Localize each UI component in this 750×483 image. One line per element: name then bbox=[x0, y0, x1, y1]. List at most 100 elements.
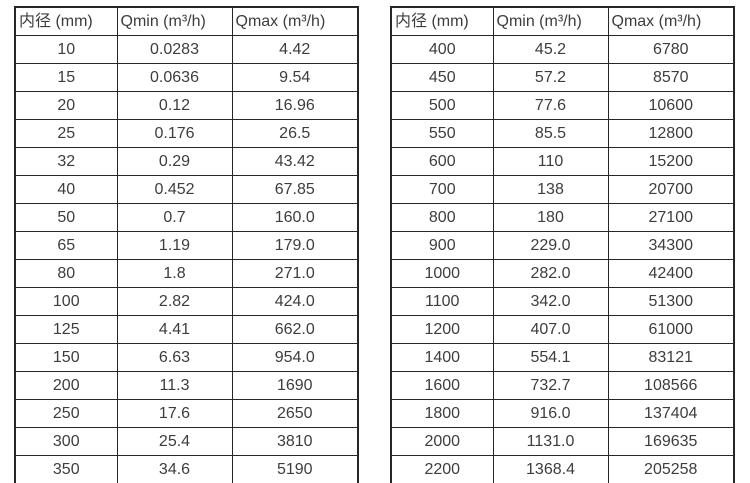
table-cell: 0.452 bbox=[116, 175, 233, 204]
table-cell: 34300 bbox=[607, 231, 735, 260]
table-row: 900 229.0 34300 bbox=[390, 231, 735, 260]
table-cell: 11.3 bbox=[116, 371, 233, 400]
table-cell: 300 bbox=[14, 427, 118, 456]
table-cell: 1800 bbox=[390, 399, 494, 428]
table-cell: 25.4 bbox=[116, 427, 233, 456]
table-cell: 916.0 bbox=[492, 399, 609, 428]
flow-rate-table-large-diameters: 内径 (mm) Qmin (m³/h) Qmax (m³/h) 400 45.2 678… bbox=[390, 6, 735, 483]
table-cell: 80 bbox=[14, 259, 118, 288]
table-cell: 12800 bbox=[607, 119, 735, 148]
table-cell: 43.42 bbox=[231, 147, 359, 176]
column-header: Qmax (m³/h) bbox=[231, 6, 359, 36]
table-cell: 1690 bbox=[231, 371, 359, 400]
table-header-row: 内径 (mm) Qmin (m³/h) Qmax (m³/h) bbox=[390, 6, 735, 36]
table-cell: 9.54 bbox=[231, 63, 359, 92]
table-cell: 50 bbox=[14, 203, 118, 232]
table-cell: 424.0 bbox=[231, 287, 359, 316]
table-cell: 0.12 bbox=[116, 91, 233, 120]
table-cell: 282.0 bbox=[492, 259, 609, 288]
table-cell: 42400 bbox=[607, 259, 735, 288]
table-row: 10 0.0283 4.42 bbox=[14, 35, 359, 64]
table-cell: 2200 bbox=[390, 455, 494, 483]
table-cell: 1.19 bbox=[116, 231, 233, 260]
table-cell: 34.6 bbox=[116, 455, 233, 483]
table-cell: 4.42 bbox=[231, 35, 359, 64]
table-cell: 800 bbox=[390, 203, 494, 232]
table-cell: 5190 bbox=[231, 455, 359, 483]
table-cell: 10600 bbox=[607, 91, 735, 120]
table-cell: 61000 bbox=[607, 315, 735, 344]
table-row: 32 0.29 43.42 bbox=[14, 147, 359, 176]
table-cell: 15200 bbox=[607, 147, 735, 176]
column-header: Qmax (m³/h) bbox=[607, 6, 735, 36]
table-cell: 8570 bbox=[607, 63, 735, 92]
table-cell: 3810 bbox=[231, 427, 359, 456]
table-row: 200 11.3 1690 bbox=[14, 371, 359, 400]
table-cell: 160.0 bbox=[231, 203, 359, 232]
table-cell: 85.5 bbox=[492, 119, 609, 148]
table-cell: 200 bbox=[14, 371, 118, 400]
table-row: 15 0.0636 9.54 bbox=[14, 63, 359, 92]
table-cell: 0.176 bbox=[116, 119, 233, 148]
table-cell: 600 bbox=[390, 147, 494, 176]
table-cell: 954.0 bbox=[231, 343, 359, 372]
table-row: 550 85.5 12800 bbox=[390, 119, 735, 148]
table-cell: 15 bbox=[14, 63, 118, 92]
column-header: Qmin (m³/h) bbox=[116, 6, 233, 36]
table-cell: 662.0 bbox=[231, 315, 359, 344]
table-cell: 17.6 bbox=[116, 399, 233, 428]
table-cell: 57.2 bbox=[492, 63, 609, 92]
table-cell: 1000 bbox=[390, 259, 494, 288]
table-cell: 2.82 bbox=[116, 287, 233, 316]
table-cell: 137404 bbox=[607, 399, 735, 428]
table-cell: 342.0 bbox=[492, 287, 609, 316]
table-row: 1400 554.1 83121 bbox=[390, 343, 735, 372]
table-row: 350 34.6 5190 bbox=[14, 455, 359, 483]
table-cell: 65 bbox=[14, 231, 118, 260]
table-cell: 67.85 bbox=[231, 175, 359, 204]
table-row: 250 17.6 2650 bbox=[14, 399, 359, 428]
table-row: 500 77.6 10600 bbox=[390, 91, 735, 120]
table-row: 2200 1368.4 205258 bbox=[390, 455, 735, 483]
table-row: 100 2.82 424.0 bbox=[14, 287, 359, 316]
table-cell: 0.0636 bbox=[116, 63, 233, 92]
table-row: 700 138 20700 bbox=[390, 175, 735, 204]
table-cell: 2000 bbox=[390, 427, 494, 456]
table-cell: 32 bbox=[14, 147, 118, 176]
table-row: 125 4.41 662.0 bbox=[14, 315, 359, 344]
table-row: 300 25.4 3810 bbox=[14, 427, 359, 456]
table-cell: 20700 bbox=[607, 175, 735, 204]
table-row: 1200 407.0 61000 bbox=[390, 315, 735, 344]
table-cell: 150 bbox=[14, 343, 118, 372]
table-cell: 700 bbox=[390, 175, 494, 204]
table-row: 800 180 27100 bbox=[390, 203, 735, 232]
table-cell: 100 bbox=[14, 287, 118, 316]
table-cell: 350 bbox=[14, 455, 118, 483]
column-header: 内径 (mm) bbox=[14, 6, 118, 36]
table-cell: 27100 bbox=[607, 203, 735, 232]
table-row: 65 1.19 179.0 bbox=[14, 231, 359, 260]
table-cell: 108566 bbox=[607, 371, 735, 400]
column-header: 内径 (mm) bbox=[390, 6, 494, 36]
table-cell: 1600 bbox=[390, 371, 494, 400]
table-cell: 407.0 bbox=[492, 315, 609, 344]
table-cell: 125 bbox=[14, 315, 118, 344]
table-cell: 2650 bbox=[231, 399, 359, 428]
table-row: 25 0.176 26.5 bbox=[14, 119, 359, 148]
table-row: 1100 342.0 51300 bbox=[390, 287, 735, 316]
flow-rate-table-small-diameters: 内径 (mm) Qmin (m³/h) Qmax (m³/h) 10 0.0283 4.… bbox=[14, 6, 359, 483]
table-cell: 1131.0 bbox=[492, 427, 609, 456]
table-body: 400 45.2 6780 450 57.2 8570 500 77.6 10600 550 85.… bbox=[390, 35, 735, 483]
table-cell: 550 bbox=[390, 119, 494, 148]
table-cell: 1400 bbox=[390, 343, 494, 372]
table-cell: 10 bbox=[14, 35, 118, 64]
table-row: 600 110 15200 bbox=[390, 147, 735, 176]
table-cell: 1100 bbox=[390, 287, 494, 316]
table-cell: 1200 bbox=[390, 315, 494, 344]
table-row: 1000 282.0 42400 bbox=[390, 259, 735, 288]
table-row: 450 57.2 8570 bbox=[390, 63, 735, 92]
table-cell: 40 bbox=[14, 175, 118, 204]
table-cell: 25 bbox=[14, 119, 118, 148]
table-cell: 110 bbox=[492, 147, 609, 176]
